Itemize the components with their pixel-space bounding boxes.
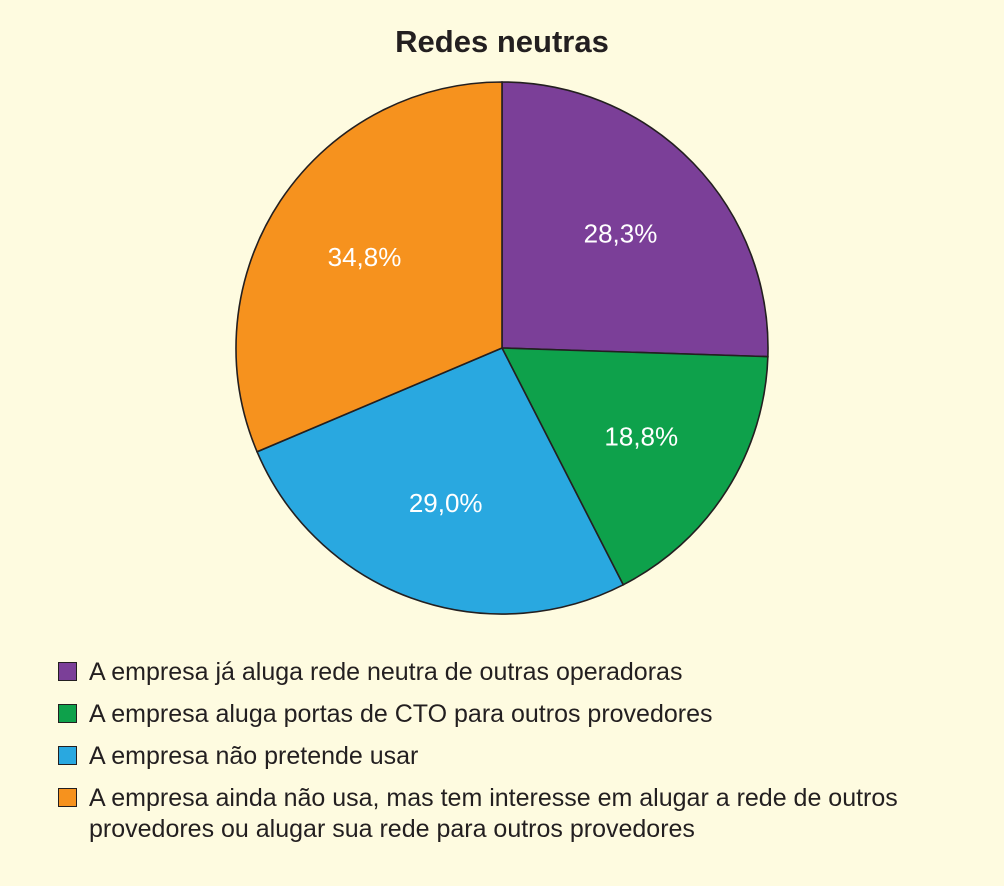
legend-label: A empresa não pretende usar <box>89 742 419 770</box>
legend-item-aluga-portas-cto: A empresa aluga portas de CTO para outro… <box>58 699 958 730</box>
pie-slices <box>235 81 769 615</box>
slice-value-label: 34,8% <box>328 242 402 272</box>
legend-item-aluga-rede-neutra: A empresa já aluga rede neutra de outras… <box>58 657 958 688</box>
pie-slice <box>235 81 503 453</box>
legend-item-nao-pretende-usar: A empresa não pretende usar <box>58 741 958 772</box>
slice-value-label: 29,0% <box>409 488 483 518</box>
legend-label: A empresa já aluga rede neutra de outras… <box>89 658 683 686</box>
pie-labels: 28,3% 18,8% 29,0% 34,8% <box>328 218 679 518</box>
pie-slice <box>500 347 769 586</box>
legend-swatch <box>58 746 77 765</box>
pie-chart: 28,3% 18,8% 29,0% 34,8% <box>235 81 769 615</box>
pie-slice <box>256 346 625 615</box>
legend-label: A empresa aluga portas de CTO para outro… <box>89 700 713 728</box>
legend-swatch <box>58 662 77 681</box>
chart-title: Redes neutras <box>395 24 609 59</box>
legend-item-tem-interesse: A empresa ainda não usa, mas tem interes… <box>58 783 958 845</box>
legend-swatch <box>58 704 77 723</box>
legend-swatch <box>58 788 77 807</box>
legend-label: A empresa ainda não usa, mas tem interes… <box>89 784 898 843</box>
legend: A empresa já aluga rede neutra de outras… <box>58 657 958 856</box>
slice-value-label: 18,8% <box>604 421 678 451</box>
slice-value-label: 28,3% <box>584 218 658 248</box>
pie-slice <box>501 81 769 358</box>
